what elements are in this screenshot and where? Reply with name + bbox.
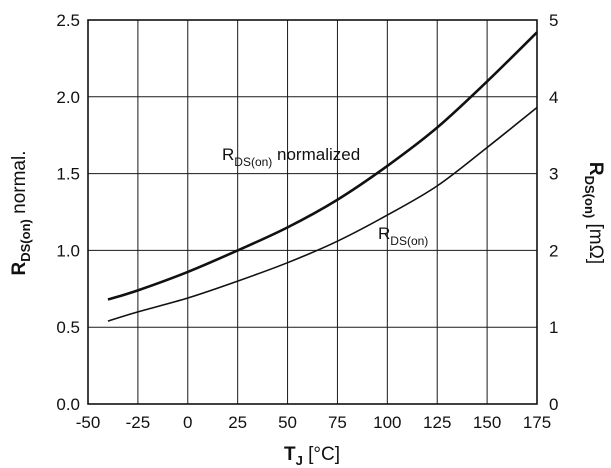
x-tick-label: -50	[76, 413, 101, 432]
y-left-tick-label: 1.0	[56, 241, 80, 260]
y-right-tick-label: 2	[549, 241, 558, 260]
y-right-tick-label: 0	[549, 395, 558, 414]
x-tick-label: 50	[278, 413, 297, 432]
x-tick-label: -25	[126, 413, 151, 432]
x-tick-label: 0	[183, 413, 192, 432]
x-tick-label: 75	[328, 413, 347, 432]
y-right-tick-label: 3	[549, 165, 558, 184]
x-axis-label: TJ [°C]	[284, 444, 340, 468]
grid	[88, 20, 537, 404]
y-left-tick-label: 2.0	[56, 88, 80, 107]
y-axis-left-label: RDS(on) normal.	[9, 151, 33, 276]
y-left-tick-label: 1.5	[56, 165, 80, 184]
y-left-tick-label: 2.5	[56, 11, 80, 30]
curves	[107, 31, 538, 322]
plot-frame	[87, 19, 538, 405]
y-axis-right-label: RDS(on) [mΩ]	[582, 162, 606, 264]
x-tick-label: 25	[228, 413, 247, 432]
x-tick-label: 125	[423, 413, 451, 432]
y-left-tick-label: 0.0	[56, 395, 80, 414]
x-tick-label: 175	[523, 413, 551, 432]
x-tick-label: 150	[473, 413, 501, 432]
series-line-rdson	[107, 106, 538, 322]
y-left-tick-label: 0.5	[56, 318, 80, 337]
y-right-tick-label: 5	[549, 11, 558, 30]
y-right-tick-label: 4	[549, 88, 558, 107]
y-right-tick-label: 1	[549, 318, 558, 337]
series-label-rdson: RDS(on)	[378, 224, 428, 248]
x-tick-label: 100	[373, 413, 401, 432]
series-line-rdson-normalized	[107, 31, 538, 301]
tick-labels: -50 -25 0 25 50 75 100 125 150 1750.00.51.01.52.0…	[56, 11, 558, 432]
series-label-normalized: RDS(on) normalized	[222, 145, 360, 169]
